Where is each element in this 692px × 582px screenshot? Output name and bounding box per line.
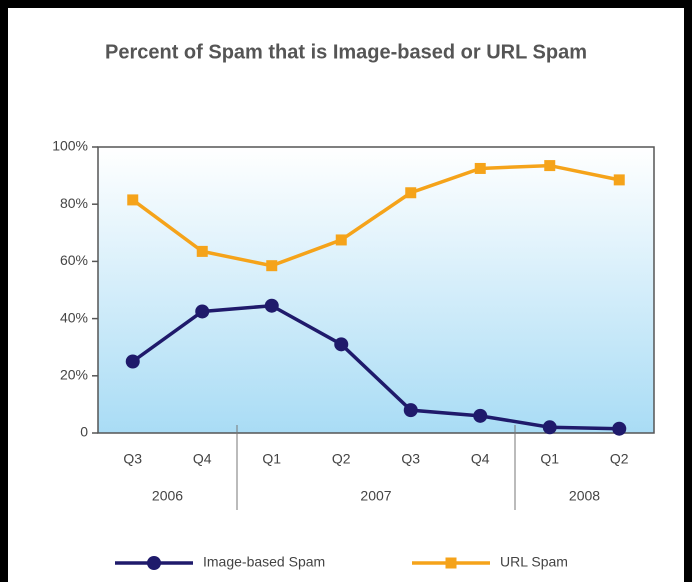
- data-point: [544, 160, 556, 172]
- data-point: [127, 194, 139, 206]
- data-point: [474, 162, 486, 174]
- group-label: 2008: [569, 488, 600, 504]
- x-tick-label: Q3: [123, 451, 142, 467]
- data-point: [403, 403, 418, 418]
- legend-label: Image-based Spam: [203, 554, 325, 570]
- series-line: [131, 163, 620, 268]
- data-point: [612, 421, 627, 436]
- legend-label: URL Spam: [500, 554, 568, 570]
- data-point: [196, 245, 208, 257]
- data-point: [613, 174, 625, 186]
- y-tick-label: 40%: [60, 309, 88, 325]
- data-point: [264, 298, 279, 313]
- data-point: [334, 337, 349, 352]
- data-point: [335, 234, 347, 246]
- y-tick-label: 20%: [60, 367, 88, 383]
- data-point: [542, 420, 557, 435]
- data-point: [473, 408, 488, 423]
- data-point: [125, 354, 140, 369]
- x-tick-label: Q4: [471, 451, 490, 467]
- legend-marker: [445, 557, 457, 569]
- plot-area: [97, 146, 655, 434]
- series-line: [131, 303, 620, 431]
- x-tick-label: Q1: [540, 451, 559, 467]
- x-tick-label: Q4: [193, 451, 212, 467]
- x-tick-label: Q1: [262, 451, 281, 467]
- y-tick-label: 60%: [60, 252, 88, 268]
- x-tick-label: Q3: [401, 451, 420, 467]
- data-point: [195, 304, 210, 319]
- x-tick-label: Q2: [332, 451, 351, 467]
- y-tick-label: 80%: [60, 195, 88, 211]
- legend-marker: [147, 556, 161, 570]
- y-tick-label: 0: [80, 424, 88, 440]
- group-label: 2006: [152, 488, 183, 504]
- y-tick-label: 100%: [52, 138, 88, 154]
- x-tick-label: Q2: [610, 451, 629, 467]
- group-label: 2007: [360, 488, 391, 504]
- chart-title: Percent of Spam that is Image-based or U…: [105, 41, 587, 63]
- data-point: [266, 260, 278, 272]
- data-point: [405, 187, 417, 199]
